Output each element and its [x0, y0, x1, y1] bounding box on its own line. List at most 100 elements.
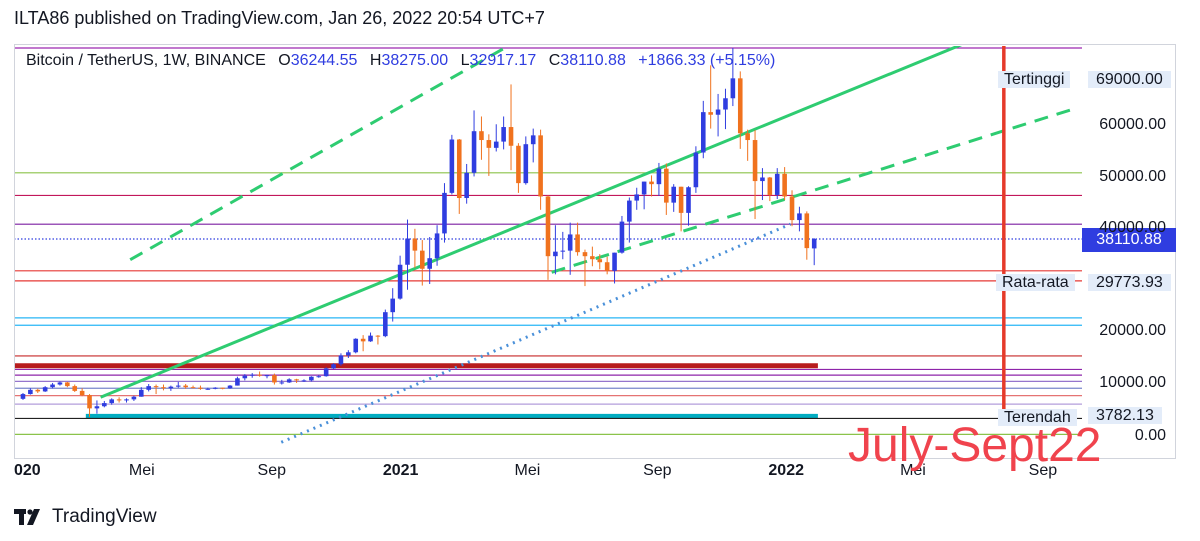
candle-body-40	[316, 376, 322, 378]
candle-body-43	[338, 355, 344, 365]
candle-body-68	[523, 144, 529, 184]
x-tick-3: 2021	[382, 462, 419, 479]
average-tag-value-box: 29773.93	[1088, 273, 1171, 293]
candle-body-52	[405, 238, 410, 265]
candle-body-51	[397, 264, 403, 299]
candle-body-106	[804, 213, 810, 249]
candle-body-63	[486, 140, 492, 148]
high-value: 38275.00	[381, 52, 449, 69]
candle-body-67	[516, 145, 521, 184]
candle-body-104	[789, 196, 795, 221]
candle-body-15	[131, 396, 137, 400]
candle-body-50	[390, 298, 396, 313]
low-tag-value-box: 3782.13	[1088, 406, 1162, 426]
low-label: L	[460, 52, 470, 69]
candle-body-17	[146, 386, 151, 390]
y-tick-1: 10000.00	[1099, 374, 1166, 391]
candle-body-31	[249, 374, 255, 376]
candle-body-3	[42, 387, 48, 392]
candle-body-32	[257, 374, 262, 376]
candle-body-12	[109, 399, 115, 404]
candle-body-101	[767, 177, 773, 195]
candle-body-89	[678, 186, 684, 213]
candle-body-60	[464, 172, 469, 199]
candle-body-66	[508, 127, 514, 146]
last-price-badge: 38110.88	[1082, 228, 1176, 252]
candle-body-99	[752, 140, 758, 182]
candle-body-105	[797, 213, 802, 221]
candle-body-57	[442, 192, 447, 234]
candle-body-16	[139, 389, 144, 397]
candle-body-92	[700, 112, 706, 153]
low-tag: Terendah	[998, 408, 1077, 428]
candle-body-22	[183, 385, 188, 388]
candle-body-48	[375, 335, 381, 337]
y-tick-2: 20000.00	[1099, 322, 1166, 339]
publisher-line: ILTA86 published on TradingView.com, Jan…	[14, 8, 545, 28]
x-tick-5: Sep	[643, 462, 672, 479]
low-tag-value: 3782.13	[1088, 407, 1162, 424]
candle-body-54	[419, 250, 425, 269]
forecast-label: July-Sept22	[848, 419, 1102, 472]
candle-body-27	[220, 387, 225, 389]
candle-body-59	[456, 139, 462, 199]
candle-body-18	[153, 386, 159, 388]
candle-body-4	[50, 384, 55, 388]
candle-body-13	[116, 399, 122, 401]
average-tag-label: Rata-rata	[996, 274, 1075, 291]
high-tag-value: 69000.00	[1088, 71, 1171, 88]
candle-body-88	[671, 186, 677, 203]
close-label: C	[548, 52, 561, 69]
candle-body-26	[212, 387, 218, 389]
candle-body-107	[811, 239, 817, 249]
candle-body-38	[301, 380, 307, 382]
brand-name: TradingView	[52, 506, 157, 527]
candle-body-98	[745, 133, 750, 141]
candle-body-58	[449, 139, 455, 193]
candle-body-34	[272, 375, 277, 383]
low-tag-label: Terendah	[998, 409, 1077, 426]
candle-body-90	[686, 187, 691, 213]
tradingview-logo-icon	[14, 509, 40, 525]
candle-body-87	[664, 168, 669, 203]
candle-body-5	[57, 382, 63, 385]
x-tick-1: Mei	[128, 462, 155, 479]
high-tag: Tertinggi	[998, 70, 1071, 90]
x-tick-4: Mei	[514, 462, 541, 479]
x-tick-0: 020	[14, 462, 41, 479]
y-tick-3: 40000.00	[1099, 219, 1166, 237]
candle-body-83	[634, 194, 640, 201]
candle-body-102	[774, 173, 780, 195]
high-label: H	[369, 52, 382, 69]
candle-body-79	[604, 262, 610, 271]
average-tag-value: 29773.93	[1088, 274, 1171, 291]
candle-body-46	[360, 338, 366, 342]
open-label: O	[278, 52, 291, 69]
average-tag: Rata-rata	[996, 273, 1075, 293]
candle-body-71	[545, 196, 551, 257]
candle-body-56	[434, 233, 440, 259]
candle-body-28	[227, 385, 233, 389]
plot-area	[15, 46, 1082, 444]
candle-body-36	[286, 379, 292, 383]
candle-body-78	[597, 259, 603, 263]
symbol-name: Bitcoin / TetherUS, 1W, BINANCE	[26, 52, 266, 69]
candle-body-42	[331, 364, 336, 369]
candle-body-47	[368, 335, 373, 342]
candle-body-37	[294, 379, 299, 381]
candle-body-6	[65, 382, 70, 387]
candle-body-65	[501, 127, 506, 142]
candle-body-95	[723, 98, 728, 110]
candle-body-61	[471, 131, 477, 173]
candle-body-14	[124, 399, 129, 401]
brand-footer[interactable]: TradingView	[14, 506, 157, 528]
x-tick-2: Sep	[257, 462, 286, 479]
candle-body-94	[715, 109, 721, 115]
candle-body-45	[353, 338, 359, 353]
candle-body-9	[87, 395, 92, 409]
high-tag-label: Tertinggi	[998, 71, 1071, 88]
candle-body-96	[730, 78, 736, 99]
candle-body-10	[94, 406, 100, 409]
candle-body-70	[538, 135, 543, 197]
